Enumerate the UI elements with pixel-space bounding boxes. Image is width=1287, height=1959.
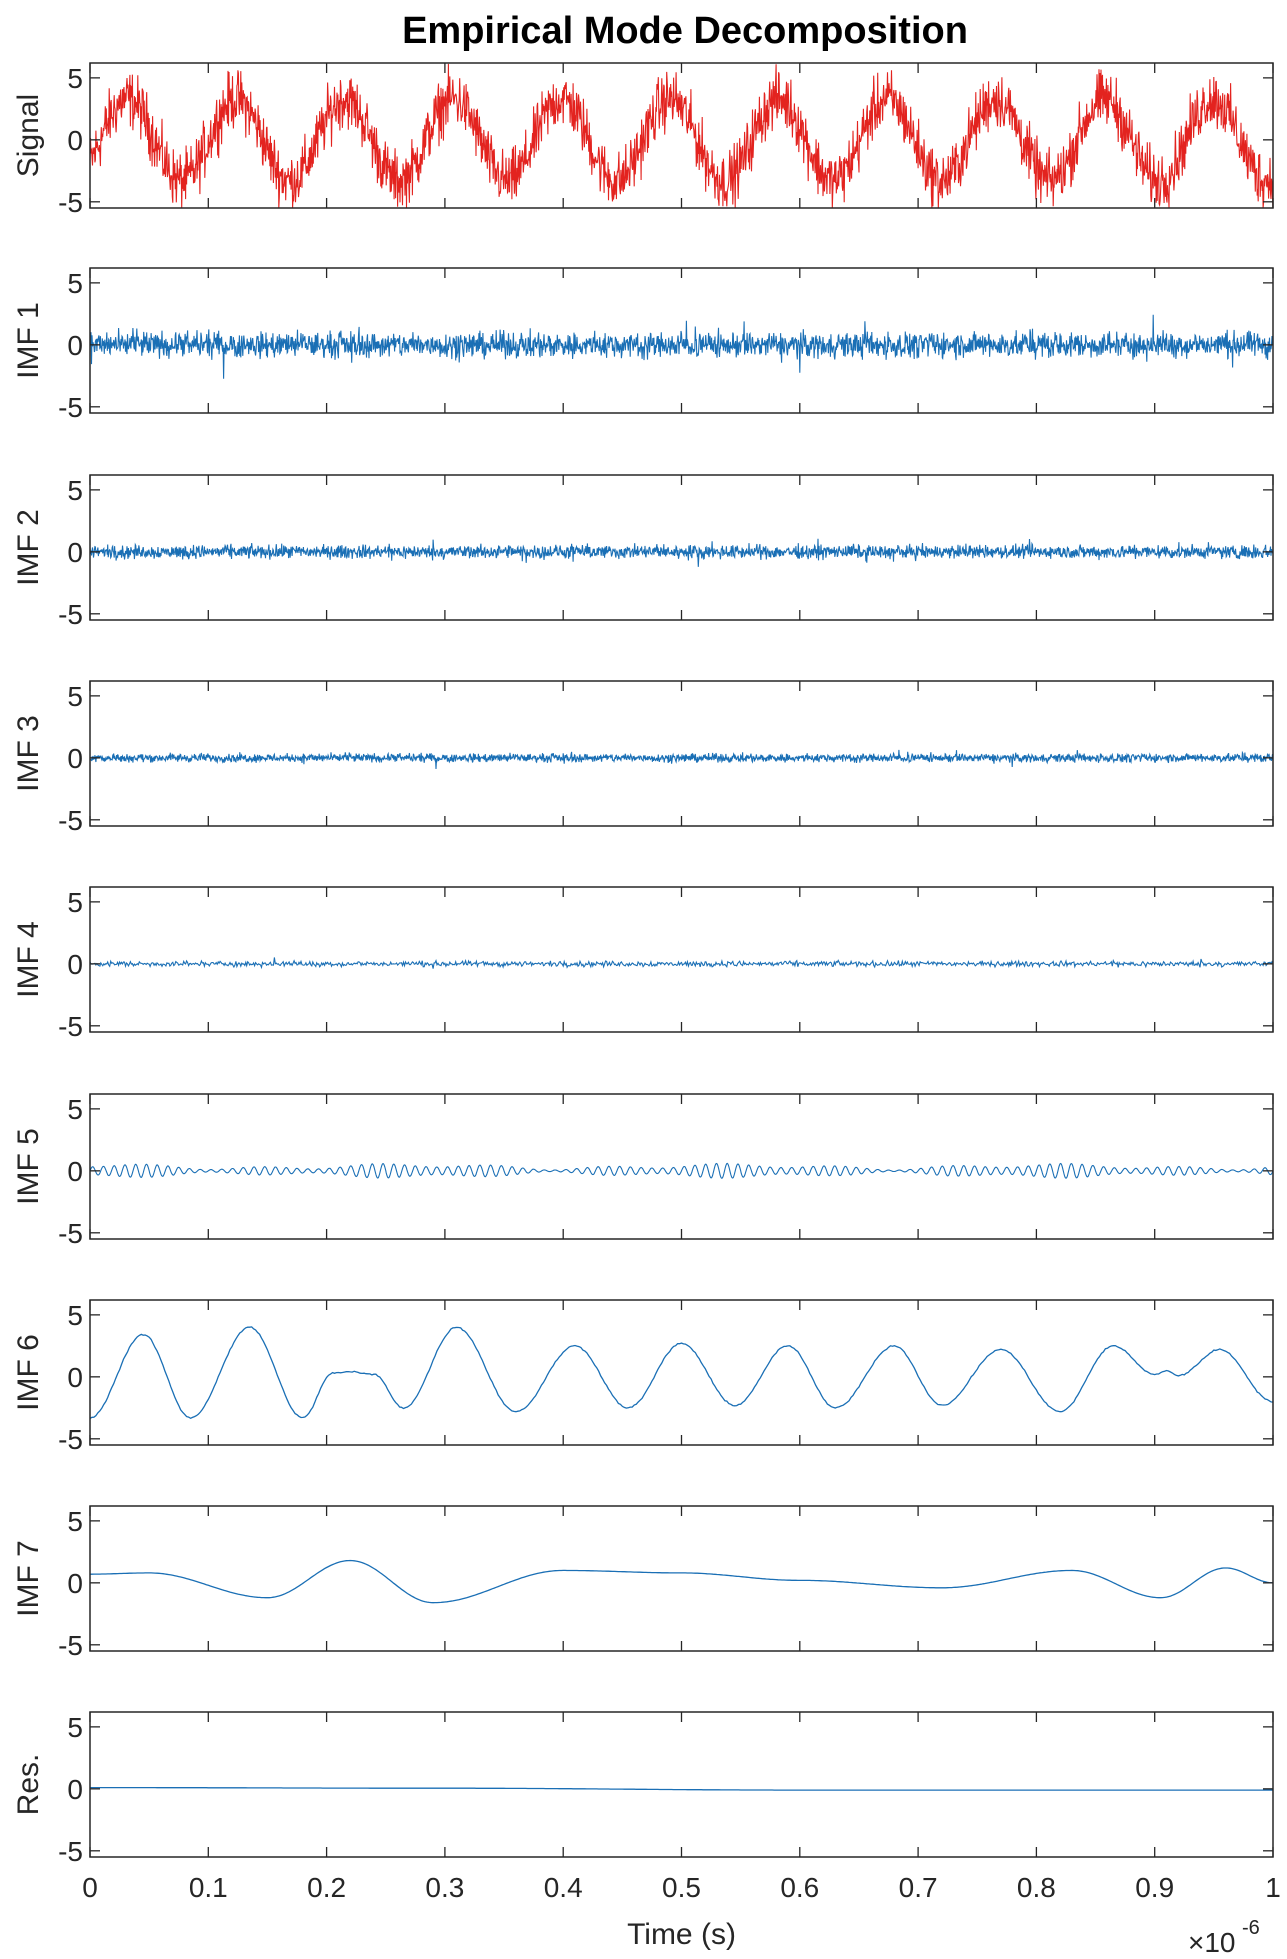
series-line — [89, 538, 1274, 567]
x-tick-label: 0.3 — [425, 1872, 464, 1903]
y-axis-label: IMF 6 — [12, 1334, 45, 1411]
y-tick-label: -5 — [58, 392, 83, 423]
series-line — [89, 314, 1274, 379]
y-tick-label: -5 — [58, 1011, 83, 1042]
y-tick-label: -5 — [58, 1836, 83, 1867]
panel-res: -5 0 5 0 0.1 0.2 0.3 0.4 0.5 0.6 0.7 0.8 0.9 1 Res. — [12, 1711, 1281, 1903]
x-tick-label: 0.6 — [780, 1872, 819, 1903]
x-tick-label: 0.7 — [899, 1872, 938, 1903]
x-tick-label: 0.2 — [307, 1872, 346, 1903]
y-tick-label: 5 — [67, 681, 83, 712]
y-axis-label: IMF 1 — [12, 302, 45, 379]
y-tick-label: -5 — [58, 805, 83, 836]
x-tick-label: 1 — [1265, 1872, 1281, 1903]
x-tick-label: 0.1 — [189, 1872, 228, 1903]
series-line — [90, 1786, 1273, 1791]
y-axis-label: Res. — [12, 1754, 45, 1816]
panel-imf-6: -5 0 5 IMF 6 — [12, 1299, 1274, 1455]
axes-box — [89, 1299, 1274, 1446]
y-tick-label: -5 — [58, 599, 83, 630]
y-tick-label: 5 — [67, 1712, 83, 1743]
series-line — [89, 1162, 1274, 1179]
x-tick-label: 0 — [82, 1872, 98, 1903]
y-tick-label: 5 — [67, 887, 83, 918]
axes-box — [89, 1711, 1274, 1858]
y-axis-label: IMF 2 — [12, 509, 45, 586]
x-exponent: -6 — [1242, 1917, 1260, 1939]
y-axis-label: Signal — [12, 94, 45, 177]
series-line — [89, 957, 1274, 970]
y-tick-label: 0 — [67, 1568, 83, 1599]
y-axis-label: IMF 5 — [12, 1128, 45, 1205]
y-tick-label: 0 — [67, 949, 83, 980]
y-tick-label: 0 — [67, 1156, 83, 1187]
y-axis-label: IMF 4 — [12, 921, 45, 998]
y-axis-label: IMF 7 — [12, 1540, 45, 1617]
x-tick-label: 0.5 — [662, 1872, 701, 1903]
y-tick-label: 0 — [67, 743, 83, 774]
y-tick-label: -5 — [58, 1630, 83, 1661]
y-tick-label: 0 — [67, 1774, 83, 1805]
axes-box — [89, 1093, 1274, 1240]
y-tick-label: 5 — [67, 268, 83, 299]
y-tick-label: -5 — [58, 1424, 83, 1455]
x-axis-label: Time (s) — [627, 1918, 736, 1951]
panel-imf-7: -5 0 5 IMF 7 — [12, 1505, 1274, 1661]
y-tick-label: 0 — [67, 537, 83, 568]
y-tick-label: 5 — [67, 1094, 83, 1125]
panel-signal: -5 0 5 Signal — [12, 62, 1274, 218]
x-tick-label: 0.4 — [544, 1872, 583, 1903]
axes-box — [89, 886, 1274, 1033]
x-exponent-label: ×10 — [1188, 1927, 1236, 1958]
axes-box — [89, 680, 1274, 827]
series-line — [89, 749, 1274, 770]
y-axis-label: IMF 3 — [12, 715, 45, 792]
y-tick-label: -5 — [58, 187, 83, 218]
x-tick-label: 0.8 — [1017, 1872, 1056, 1903]
panel-imf-1: -5 0 5 IMF 1 — [12, 267, 1274, 423]
panel-imf-2: -5 0 5 IMF 2 — [12, 474, 1274, 630]
x-tick-label: 0.9 — [1135, 1872, 1174, 1903]
panel-imf-5: -5 0 5 IMF 5 — [12, 1093, 1274, 1249]
y-tick-label: 5 — [67, 475, 83, 506]
y-tick-label: 5 — [67, 1300, 83, 1331]
axes-box — [89, 474, 1274, 621]
series-line — [89, 1326, 1274, 1420]
y-tick-label: 5 — [67, 1506, 83, 1537]
series-line — [90, 1559, 1273, 1604]
panel-imf-4: -5 0 5 IMF 4 — [12, 886, 1274, 1042]
y-tick-label: -5 — [58, 1218, 83, 1249]
series-line — [89, 63, 1274, 209]
y-tick-label: 0 — [67, 330, 83, 361]
y-tick-label: 0 — [67, 1362, 83, 1393]
panel-imf-3: -5 0 5 IMF 3 — [12, 680, 1274, 836]
y-tick-label: 0 — [67, 125, 83, 156]
axes-box — [89, 1505, 1274, 1652]
chart-title: Empirical Mode Decomposition — [402, 10, 968, 52]
y-tick-label: 5 — [67, 63, 83, 94]
